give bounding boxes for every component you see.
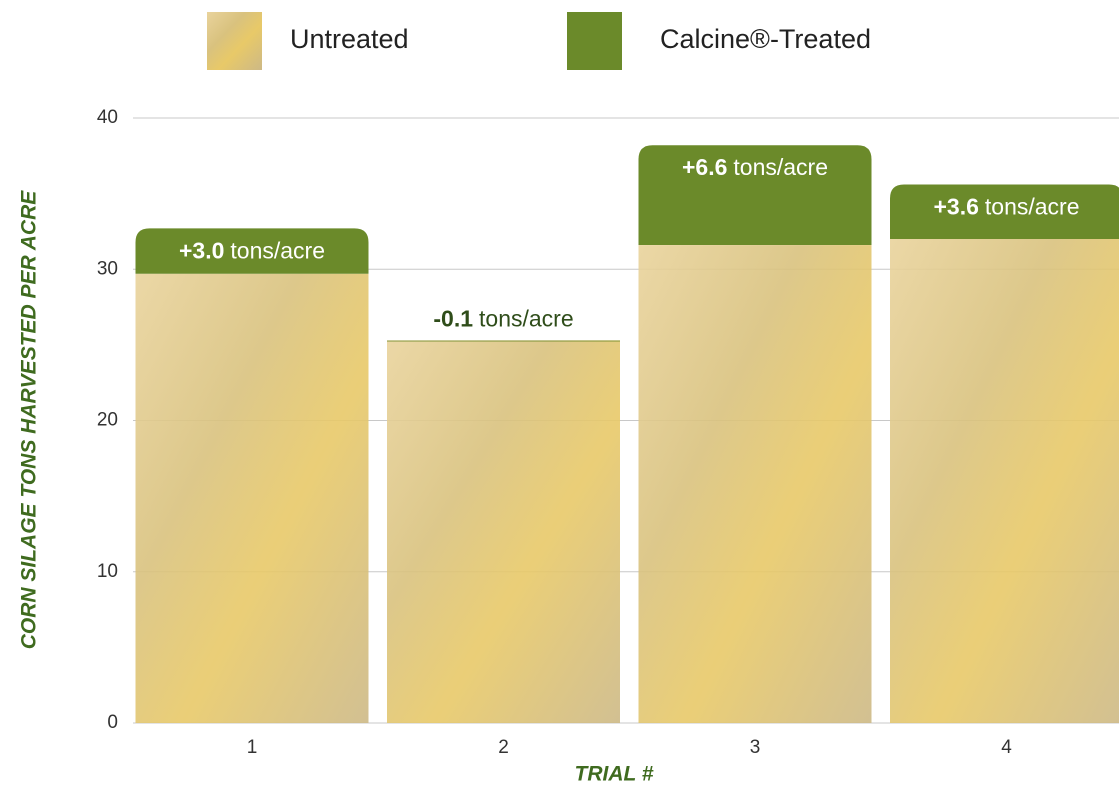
value-unit: tons/acre bbox=[479, 305, 574, 331]
y-tick-label: 30 bbox=[97, 258, 118, 279]
bar-untreated bbox=[890, 239, 1119, 723]
bar-untreated bbox=[639, 245, 872, 723]
legend-swatch bbox=[567, 12, 622, 70]
legend-label: Calcine®-Treated bbox=[660, 24, 871, 54]
y-tick-label: 40 bbox=[97, 107, 118, 128]
x-tick-label: 2 bbox=[498, 737, 509, 758]
legend-label: Untreated bbox=[290, 24, 409, 54]
value-number: +3.6 bbox=[933, 194, 978, 220]
value-unit: tons/acre bbox=[230, 237, 325, 263]
y-axis-title: CORN SILAGE TONS HARVESTED PER ACRE bbox=[18, 190, 41, 650]
y-tick-label: 20 bbox=[97, 410, 118, 431]
bar-untreated bbox=[387, 340, 620, 723]
value-number: +6.6 bbox=[682, 154, 727, 180]
chart: CORN SILAGE TONS HARVESTED PER ACRE TRIA… bbox=[0, 0, 1119, 786]
value-label: +3.6 tons/acre bbox=[933, 194, 1079, 220]
bar-untreated bbox=[136, 274, 369, 723]
value-unit: tons/acre bbox=[985, 194, 1080, 220]
x-tick-label: 3 bbox=[750, 737, 761, 758]
x-tick-label: 1 bbox=[247, 737, 258, 758]
value-number: +3.0 bbox=[179, 237, 224, 263]
bar-treated bbox=[387, 340, 620, 342]
value-unit: tons/acre bbox=[733, 154, 828, 180]
x-tick-label: 4 bbox=[1001, 737, 1012, 758]
legend-swatch bbox=[207, 12, 262, 70]
y-tick-label: 10 bbox=[97, 561, 118, 582]
value-number: -0.1 bbox=[433, 305, 473, 331]
y-tick-label: 0 bbox=[107, 712, 118, 733]
x-axis-title: TRIAL # bbox=[575, 763, 654, 786]
